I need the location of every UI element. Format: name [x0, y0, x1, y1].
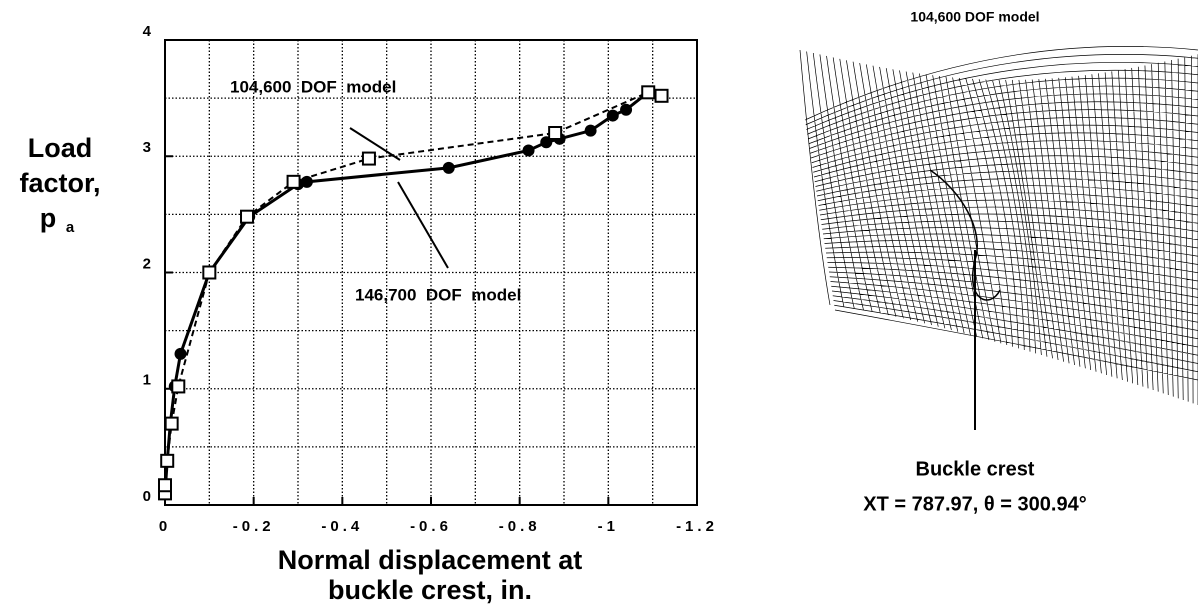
x-tick-label: 0 — [159, 518, 171, 535]
x-tick-label: -1 — [598, 518, 619, 535]
point — [363, 153, 375, 165]
y-tick-label: 1 — [143, 372, 151, 389]
point — [549, 127, 561, 139]
mesh-title: 104,600 DOF model — [910, 9, 1039, 25]
point — [175, 348, 187, 360]
page: 104,600 DOF model Buckle crest XT = 787.… — [0, 0, 1198, 611]
point — [642, 86, 654, 98]
point — [607, 110, 619, 122]
y-tick-label: 4 — [143, 23, 152, 40]
x-tick-label: -0.8 — [499, 518, 541, 535]
pointer — [398, 182, 448, 268]
x-tick-label: -0.4 — [321, 518, 363, 535]
point — [443, 162, 455, 174]
x-tick-label: -0.2 — [233, 518, 275, 535]
series-label: 104,600 DOF model — [230, 77, 396, 96]
point — [166, 418, 178, 430]
point — [656, 90, 668, 102]
mesh-image — [800, 46, 1198, 405]
point — [288, 176, 300, 188]
x-axis-label: buckle crest, in. — [328, 575, 532, 605]
point — [241, 211, 253, 223]
x-tick-label: -0.6 — [410, 518, 452, 535]
y-axis-label: p — [40, 203, 57, 233]
point — [159, 479, 171, 491]
y-axis-label: Load — [28, 133, 93, 163]
point — [172, 380, 184, 392]
point — [585, 125, 597, 137]
point — [620, 104, 632, 116]
point — [203, 267, 215, 279]
point — [161, 455, 173, 467]
y-tick-label: 3 — [143, 139, 151, 156]
y-axis-label-subscript: a — [66, 219, 75, 236]
x-axis-label: Normal displacement at — [278, 545, 583, 575]
x-tick-label: -1.2 — [676, 518, 718, 535]
y-axis-label: factor, — [19, 168, 100, 198]
y-tick-label: 2 — [143, 255, 151, 272]
mesh-caption: Buckle crest — [916, 458, 1035, 480]
mesh-location: XT = 787.97, θ = 300.94° — [863, 493, 1086, 515]
point — [523, 144, 535, 156]
mesh-lines — [800, 46, 1198, 405]
series-label: 146,700 DOF model — [355, 285, 521, 304]
y-tick-label: 0 — [143, 488, 151, 505]
